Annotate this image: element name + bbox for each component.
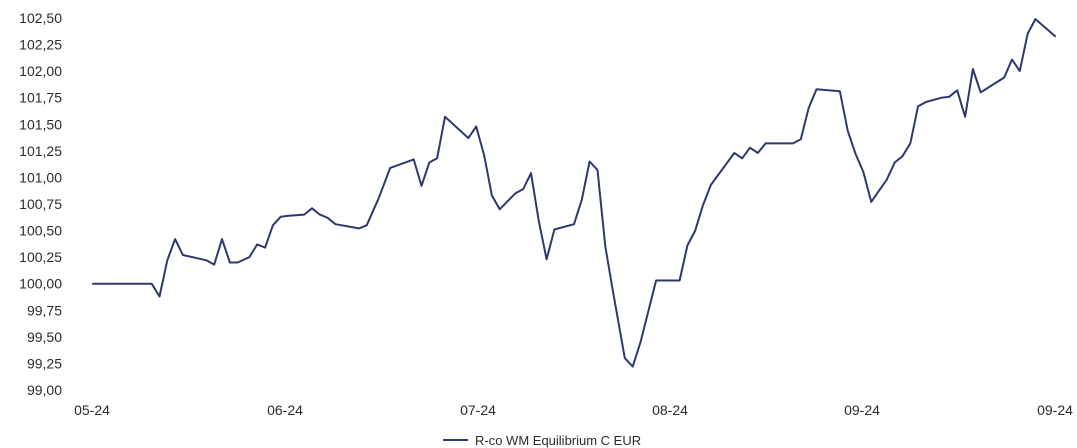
x-tick-label: 07-24 xyxy=(460,402,496,418)
y-tick-label: 99,00 xyxy=(27,382,62,398)
y-tick-label: 100,50 xyxy=(19,223,62,239)
y-tick-label: 101,25 xyxy=(19,143,62,159)
y-tick-label: 99,75 xyxy=(27,302,62,318)
x-tick-label: 05-24 xyxy=(74,402,110,418)
x-tick-label: 09-24 xyxy=(1037,402,1073,418)
x-tick-label: 06-24 xyxy=(267,402,303,418)
y-tick-label: 100,25 xyxy=(19,249,62,265)
series-line xyxy=(92,18,1056,368)
y-tick-label: 102,50 xyxy=(19,10,62,26)
x-axis-ticks: 05-24 06-24 07-24 08-24 09-24 09-24 xyxy=(74,402,1073,418)
x-tick-label: 09-24 xyxy=(844,402,880,418)
y-tick-label: 100,75 xyxy=(19,196,62,212)
x-tick-label: 08-24 xyxy=(652,402,688,418)
legend: R-co WM Equilibrium C EUR xyxy=(443,433,641,448)
y-tick-label: 102,00 xyxy=(19,63,62,79)
y-tick-label: 100,00 xyxy=(19,276,62,292)
y-tick-label: 99,50 xyxy=(27,329,62,345)
y-tick-label: 99,25 xyxy=(27,355,62,371)
y-tick-label: 101,00 xyxy=(19,169,62,185)
y-axis-ticks: 99,00 99,25 99,50 99,75 100,00 100,25 10… xyxy=(19,10,62,398)
y-tick-label: 101,75 xyxy=(19,90,62,106)
y-tick-label: 102,25 xyxy=(19,37,62,53)
y-tick-label: 101,50 xyxy=(19,116,62,132)
legend-label: R-co WM Equilibrium C EUR xyxy=(475,433,641,448)
